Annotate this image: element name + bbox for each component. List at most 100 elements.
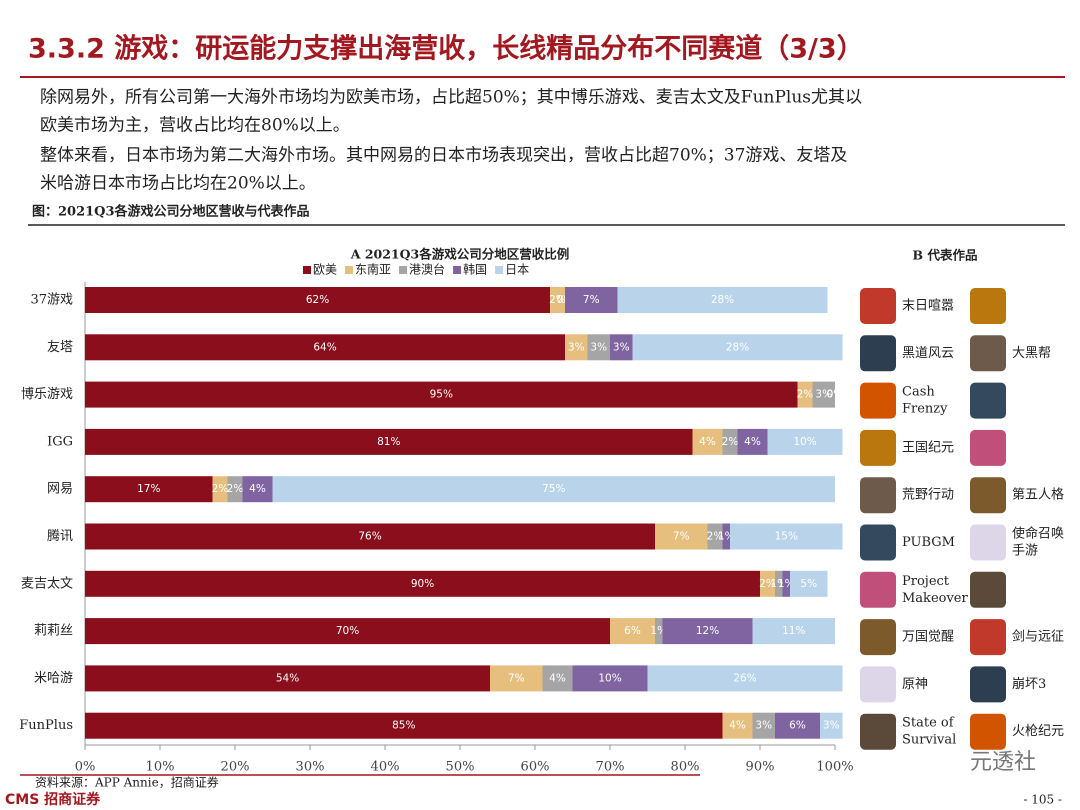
bar-segment: [85, 428, 693, 455]
bar-segment: [227, 476, 243, 503]
bar-segment: [775, 712, 820, 739]
value-label: 5%: [800, 578, 817, 590]
game-name: Survival: [902, 733, 956, 748]
game-name: 黑道风云: [902, 346, 954, 361]
legend-swatch: [453, 266, 462, 274]
game-name: Project: [902, 574, 950, 589]
value-label: 0%: [827, 389, 844, 401]
game-name: 崩坏3: [1012, 677, 1046, 692]
bar-segment: [655, 618, 663, 645]
value-label: 75%: [542, 483, 565, 495]
y-tick-label: FunPlus: [19, 718, 73, 733]
y-tick-label: 网易: [47, 482, 73, 497]
game-icon: [970, 335, 1006, 372]
value-label: 3%: [613, 341, 630, 353]
value-label: 4%: [699, 436, 716, 448]
legend-label: 欧美: [313, 263, 337, 277]
value-label: 3%: [755, 720, 772, 732]
bar-segment: [550, 287, 565, 313]
game-icon: [860, 429, 896, 466]
bar-segment: [647, 665, 843, 692]
value-label: 3%: [823, 720, 840, 732]
bar-segment: [737, 428, 768, 455]
paragraph-line: 欧美市场为主，营收占比均在80%以上。: [40, 116, 350, 136]
bar-segment: [797, 381, 813, 408]
bar-segment: [587, 334, 610, 361]
value-label: 2%: [722, 436, 739, 448]
figure-caption: 图：2021Q3各游戏公司分地区营收与代表作品: [32, 204, 310, 220]
game-icon: [970, 666, 1006, 703]
x-tick-label: 10%: [146, 760, 175, 775]
bar-segment: [565, 334, 588, 361]
game-icon: [860, 666, 896, 703]
y-tick-label: 莉莉丝: [34, 624, 73, 639]
value-label: 15%: [775, 531, 798, 543]
value-label: 10%: [598, 672, 621, 684]
y-tick-label: 米哈游: [34, 671, 73, 686]
bar-segment: [775, 570, 783, 597]
value-label: 2%: [797, 389, 814, 401]
bar-segment: [662, 618, 753, 645]
legend-swatch: [495, 266, 504, 274]
bar-segment: [722, 712, 753, 739]
legend-swatch: [345, 266, 354, 274]
value-label: 3%: [590, 341, 607, 353]
page-number: - 105 -: [1023, 793, 1062, 807]
legend-label: 日本: [505, 263, 529, 277]
value-label: 7%: [583, 294, 600, 306]
value-label: 76%: [358, 531, 381, 543]
y-tick-label: 麦吉太文: [21, 576, 73, 591]
game-icon: [860, 288, 896, 324]
watermark: 元透社: [970, 750, 1036, 775]
value-label: 2%: [759, 578, 776, 590]
bar-segment: [760, 570, 775, 597]
game-name: Cash: [902, 385, 935, 400]
bar-segment: [572, 665, 648, 692]
value-label: 0%: [827, 389, 844, 401]
value-label: 54%: [276, 672, 299, 684]
x-tick-label: 0%: [75, 760, 96, 775]
bar-segment: [542, 665, 573, 692]
game-name: 王国纪元: [902, 440, 954, 455]
y-tick-label: 37游戏: [30, 293, 73, 308]
x-tick-label: 50%: [446, 760, 475, 775]
value-label: 2%: [707, 531, 724, 543]
bar-segment: [85, 523, 655, 550]
value-label: 6%: [624, 625, 641, 637]
game-icon: [860, 713, 896, 750]
bar-segment: [655, 523, 708, 550]
legend-swatch: [303, 266, 311, 274]
value-label: 4%: [729, 720, 746, 732]
bar-segment: [610, 334, 633, 361]
source: 资料来源：APP Annie，招商证券: [35, 775, 219, 790]
game-icon: [860, 619, 896, 656]
value-label: 17%: [137, 483, 160, 495]
legend-label: 东南亚: [355, 262, 391, 277]
x-tick-label: 90%: [746, 760, 775, 775]
game-icon: [860, 335, 896, 372]
chart-title: A 2021Q3各游戏公司分地区营收比例: [350, 247, 569, 262]
game-icon: [970, 288, 1006, 324]
value-label: 6%: [789, 720, 806, 732]
value-label: 90%: [411, 578, 434, 590]
value-label: 7%: [673, 531, 690, 543]
bar-segment: [812, 381, 835, 408]
bar-segment: [752, 618, 835, 645]
y-tick-label: 腾讯: [47, 528, 73, 544]
game-icon: [860, 571, 896, 608]
bar-segment: [782, 570, 790, 597]
paragraph-line: 整体来看，日本市场为第二大海外市场。其中网易的日本市场表现突出，营收占比超70%…: [40, 146, 847, 166]
game-icon: [970, 571, 1006, 608]
value-label: 3%: [568, 341, 585, 353]
x-tick-label: 60%: [521, 760, 550, 775]
value-label: 2%: [227, 483, 244, 495]
value-label: 12%: [696, 625, 719, 637]
legend-swatch: [399, 266, 408, 274]
game-icon: [970, 713, 1006, 750]
x-tick-label: 70%: [596, 760, 625, 775]
bar-segment: [820, 712, 843, 739]
value-label: 2%: [549, 294, 566, 306]
value-label: 11%: [782, 625, 805, 637]
value-label: 28%: [711, 294, 734, 306]
bar-segment: [85, 334, 565, 361]
